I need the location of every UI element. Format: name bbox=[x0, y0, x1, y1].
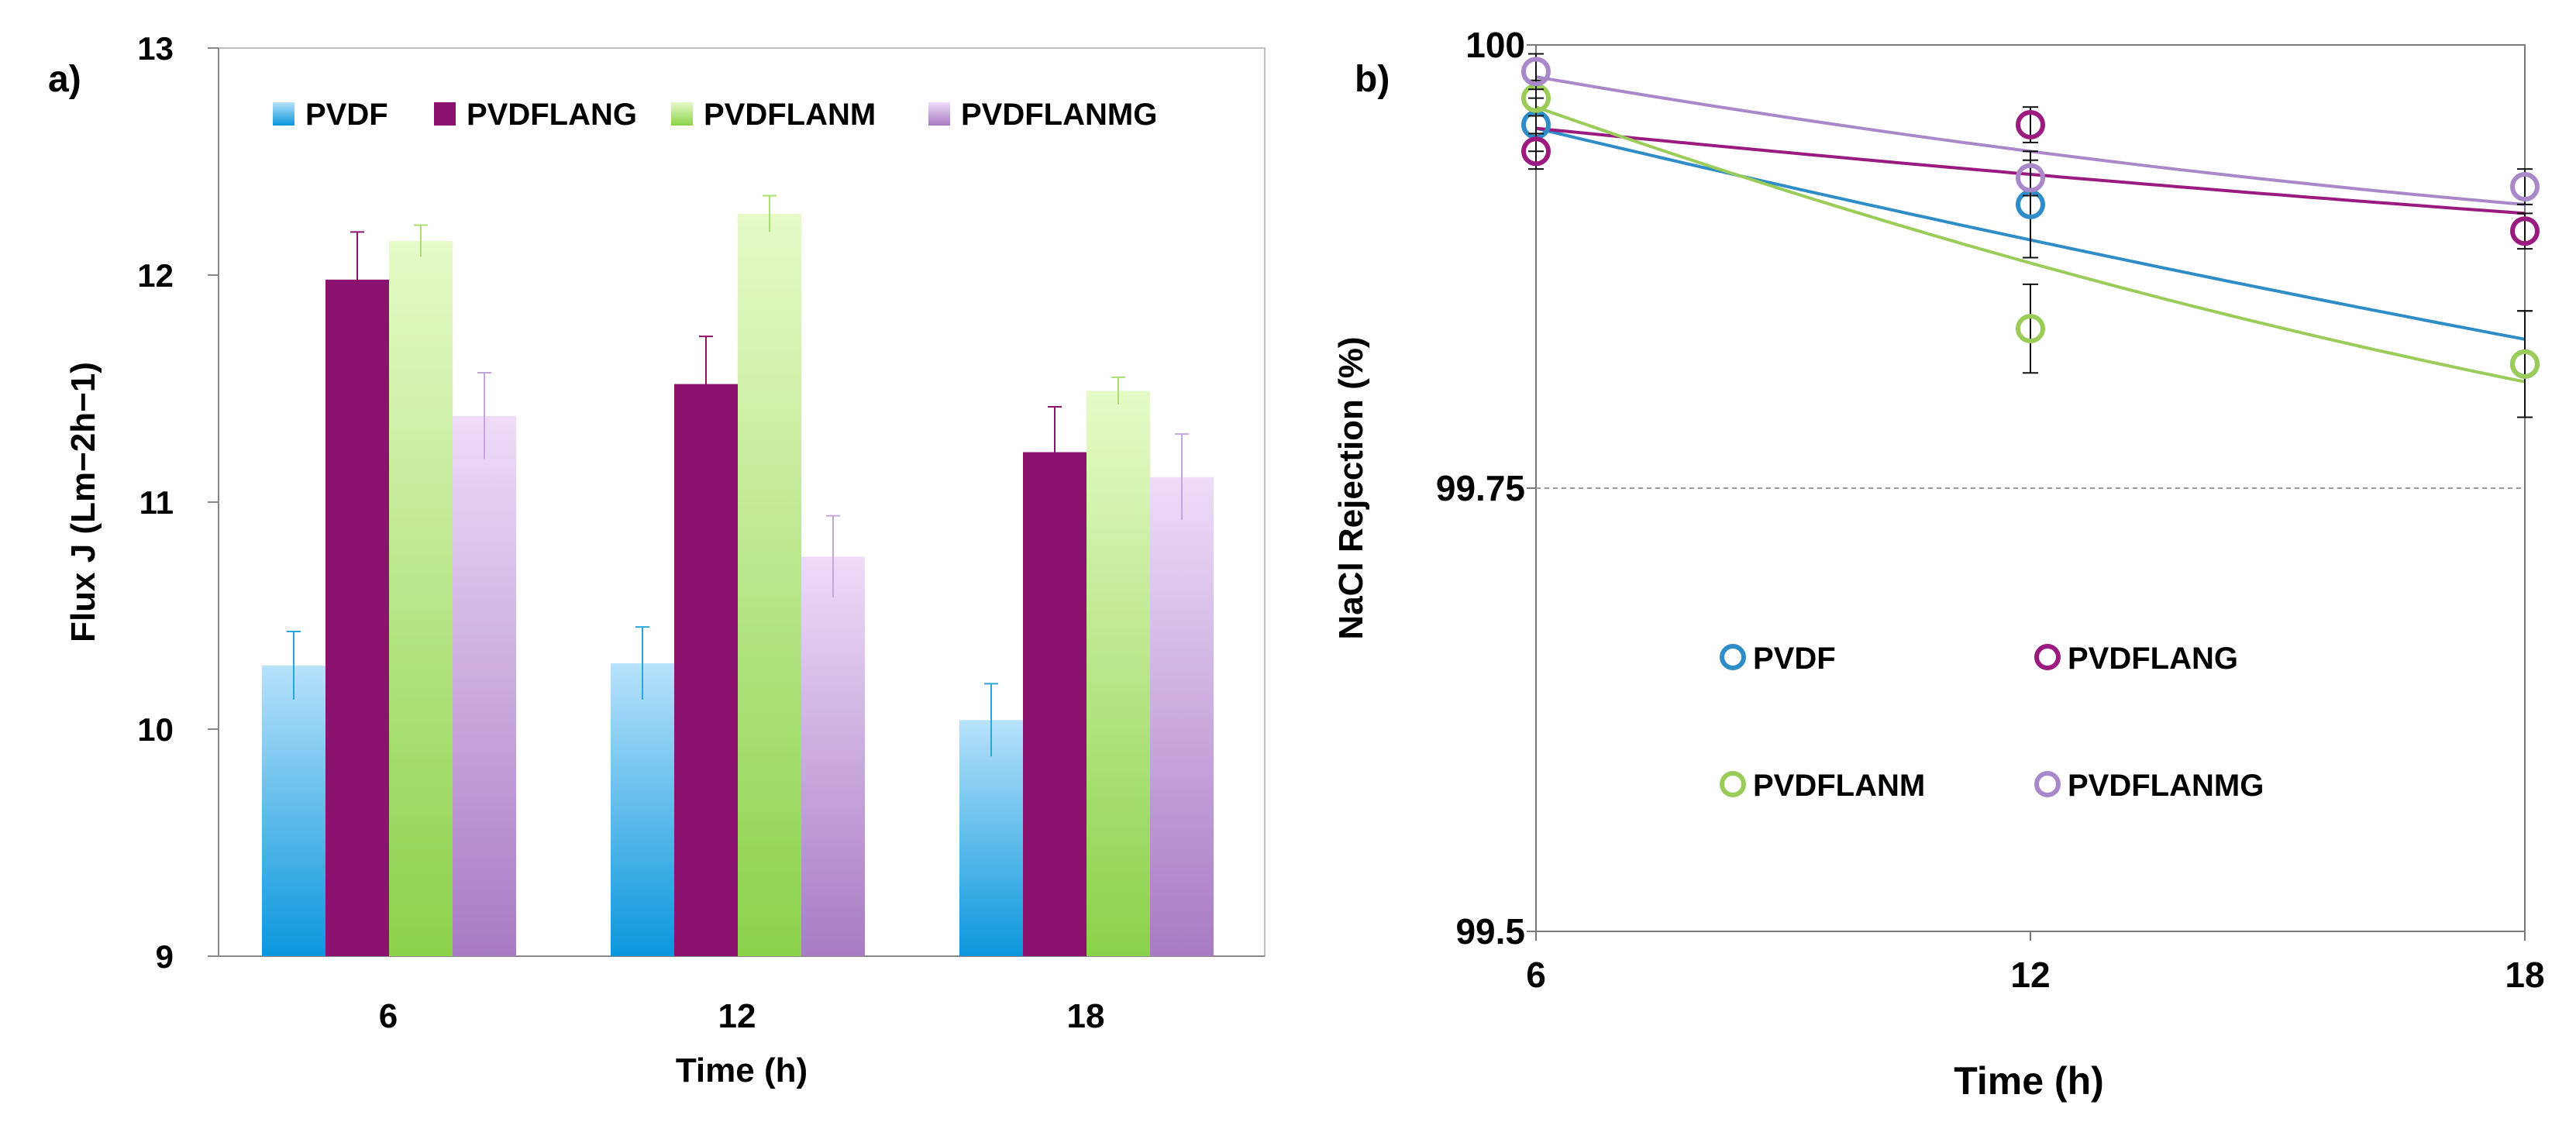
point-pvdflanmg-t18 bbox=[2510, 172, 2540, 202]
bar-pvdflanmg-t18 bbox=[1150, 477, 1214, 956]
panel-a-x-axis-label: Time (h) bbox=[676, 1051, 808, 1089]
panel-a-y-axis-label: Flux J (Lm−2h−1) bbox=[64, 362, 102, 642]
panel-b-x-axis-label: Time (h) bbox=[1954, 1059, 2104, 1103]
panel-a-x-ticks: 6 12 18 bbox=[379, 997, 1105, 1035]
bar-pvdflang-t12 bbox=[674, 384, 738, 956]
panel-a-y-ticks: 9 10 11 12 13 bbox=[137, 30, 219, 975]
legend-label-pvdf: PVDF bbox=[1753, 642, 1836, 676]
bar-pvdflanmg-t12 bbox=[801, 556, 865, 956]
panel-b-x-tick-label: 18 bbox=[2505, 955, 2544, 995]
panel-b-y-axis-label: NaCl Rejection (%) bbox=[1332, 336, 1370, 639]
panel-a-label: a) bbox=[48, 59, 81, 100]
panel-a-y-tick-label: 9 bbox=[156, 938, 174, 975]
legend-marker-pvdflanmg bbox=[2034, 771, 2061, 797]
panel-a-y-tick-label: 11 bbox=[139, 484, 174, 521]
point-pvdflang-t12 bbox=[2016, 109, 2045, 139]
bar-pvdflanm-t18 bbox=[1087, 391, 1150, 956]
panel-b-x-tick-label: 6 bbox=[1526, 955, 1546, 995]
point-pvdflang-t6 bbox=[1521, 136, 1551, 167]
bar-pvdflanm-t12 bbox=[738, 213, 801, 956]
fit-line-pvdflanm bbox=[1535, 105, 2526, 384]
panel-a-y-tick-label: 10 bbox=[137, 711, 174, 748]
legend-label-pvdflang: PVDFLANG bbox=[2068, 642, 2238, 676]
panel-a-legend: PVDF PVDFLANG PVDFLANM PVDFLANMG bbox=[273, 98, 1157, 132]
legend-marker-pvdflanm bbox=[1720, 771, 1746, 797]
legend-label-pvdflanm: PVDFLANM bbox=[1753, 769, 1925, 803]
bar-pvdf-t6 bbox=[262, 665, 325, 956]
legend-label-pvdflanmg: PVDFLANMG bbox=[2068, 769, 2264, 803]
panel-b-label: b) bbox=[1355, 59, 1390, 100]
legend-label-pvdflang: PVDFLANG bbox=[467, 98, 637, 132]
bar-pvdf-t12 bbox=[611, 663, 674, 956]
panel-a-x-tick-label: 6 bbox=[379, 997, 398, 1035]
panel-b-points bbox=[1521, 53, 2540, 418]
panel-a-y-tick-label: 13 bbox=[137, 30, 174, 67]
panel-b-y-tick-label: 100 bbox=[1465, 25, 1525, 65]
legend-label-pvdflanm: PVDFLANM bbox=[704, 98, 876, 132]
panel-a-x-tick-label: 18 bbox=[1067, 997, 1105, 1035]
point-pvdflanmg-t12 bbox=[2016, 163, 2045, 193]
point-pvdflanm-t18 bbox=[2510, 349, 2540, 379]
legend-swatch-pvdf bbox=[273, 102, 294, 126]
panel-b-x-ticks: 6 12 18 bbox=[1526, 931, 2545, 995]
bar-pvdf-t18 bbox=[959, 720, 1023, 956]
bar-pvdflanmg-t6 bbox=[453, 415, 516, 956]
point-pvdflanm-t12 bbox=[2016, 314, 2045, 344]
panel-b-y-ticks: 99.5 99.75 100 bbox=[1436, 25, 1536, 952]
panel-b-scatter-chart: b) 99.5 99.75 100 6 12 18 PVDF PVDFLANG PVDFLA… bbox=[1332, 25, 2545, 1103]
bar-pvdflang-t18 bbox=[1023, 452, 1087, 956]
legend-swatch-pvdflanm bbox=[671, 102, 693, 126]
legend-swatch-pvdflanmg bbox=[928, 102, 950, 126]
point-pvdflang-t18 bbox=[2510, 216, 2540, 246]
panel-a-y-tick-label: 12 bbox=[137, 257, 174, 294]
bar-pvdflanm-t6 bbox=[389, 241, 453, 956]
legend-marker-pvdflang bbox=[2034, 644, 2061, 670]
panel-b-y-tick-label: 99.5 bbox=[1455, 911, 1525, 952]
legend-swatch-pvdflang bbox=[434, 102, 456, 126]
panel-a-bars bbox=[262, 194, 1214, 956]
legend-label-pvdflanmg: PVDFLANMG bbox=[961, 98, 1157, 132]
legend-marker-pvdf bbox=[1720, 644, 1746, 670]
point-pvdflanmg-t6 bbox=[1521, 57, 1551, 87]
bar-pvdflang-t6 bbox=[325, 279, 389, 956]
panel-b-y-tick-label: 99.75 bbox=[1436, 468, 1525, 508]
panel-a-x-tick-label: 12 bbox=[718, 997, 756, 1035]
panel-b-legend: PVDF PVDFLANG PVDFLANM PVDFLANMG bbox=[1720, 642, 2264, 803]
panel-b-x-tick-label: 12 bbox=[2010, 955, 2050, 995]
legend-label-pvdf: PVDF bbox=[305, 98, 388, 132]
